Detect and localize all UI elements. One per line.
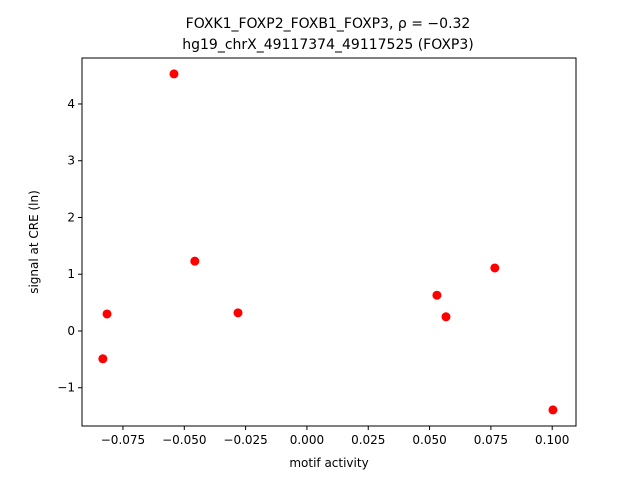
plot-frame [81, 57, 577, 427]
x-tick-label: −0.025 [223, 433, 267, 447]
point [98, 354, 108, 364]
x-tick-label: −0.075 [101, 433, 145, 447]
point [169, 69, 179, 79]
point [548, 405, 558, 415]
x-axis-label: motif activity [289, 456, 368, 470]
x-tick-label: 0.075 [474, 433, 508, 447]
y-tick-label: 1 [67, 267, 75, 281]
point [441, 312, 451, 322]
y-tick-label: 2 [67, 210, 75, 224]
point [432, 290, 442, 300]
x-tick-label: 0.025 [351, 433, 385, 447]
point [490, 263, 500, 273]
y-tick-label: 4 [67, 97, 75, 111]
point [233, 308, 243, 318]
x-tick-label: 0.000 [290, 433, 324, 447]
point [190, 256, 200, 266]
x-tick-label: 0.100 [535, 433, 569, 447]
chart-title: FOXK1_FOXP2_FOXB1_FOXP3, ρ = −0.32 [186, 16, 471, 32]
y-tick-label: 0 [67, 324, 75, 338]
y-tick-label: −1 [57, 381, 75, 395]
x-tick-label: −0.050 [162, 433, 206, 447]
x-tick-label: 0.050 [412, 433, 446, 447]
y-tick-label: 3 [67, 154, 75, 168]
y-axis-label: signal at CRE (ln) [27, 190, 41, 294]
point [102, 309, 112, 319]
chart-subtitle: hg19_chrX_49117374_49117525 (FOXP3) [182, 37, 474, 53]
